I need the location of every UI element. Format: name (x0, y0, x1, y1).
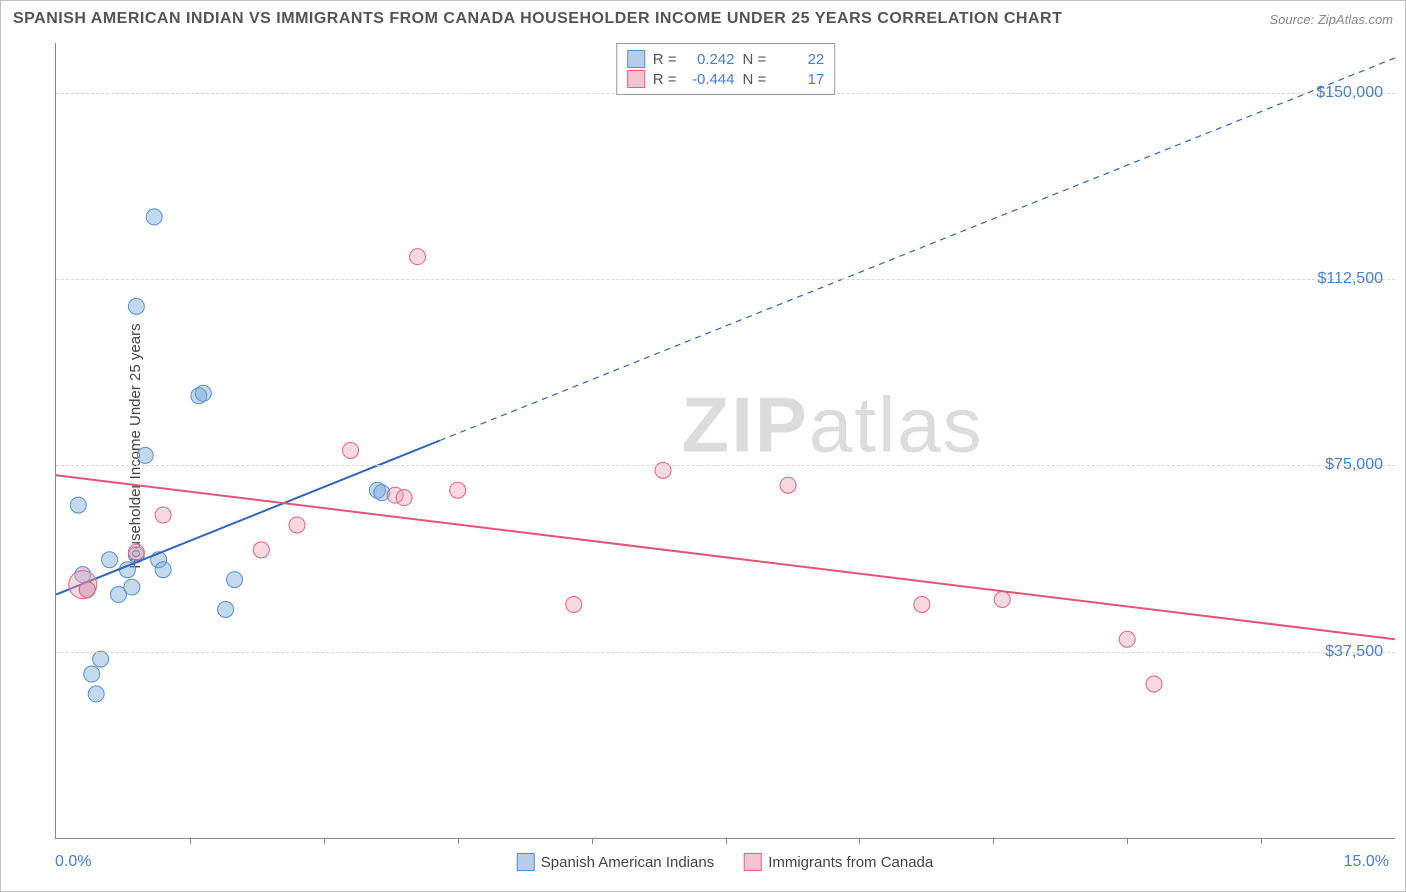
stat-r-label: R = (653, 51, 677, 68)
stats-row: R = 0.242 N = 22 (627, 50, 825, 68)
y-tick-label: $75,000 (1325, 456, 1383, 474)
bottom-legend: Spanish American Indians Immigrants from … (517, 853, 934, 871)
data-point (396, 490, 412, 506)
x-axis-min-label: 0.0% (55, 853, 91, 871)
legend-swatch (627, 50, 645, 68)
data-point (227, 572, 243, 588)
gridline (56, 279, 1395, 280)
x-tick (592, 838, 593, 844)
data-point (124, 579, 140, 595)
data-point (102, 552, 118, 568)
data-point (1119, 631, 1135, 647)
data-point (410, 249, 426, 265)
x-tick (1127, 838, 1128, 844)
data-point (343, 442, 359, 458)
trend-line (56, 475, 1395, 639)
data-point (93, 651, 109, 667)
data-point (70, 497, 86, 513)
data-point (128, 298, 144, 314)
data-point (253, 542, 269, 558)
stats-legend: R = 0.242 N = 22 R = -0.444 N = 17 (616, 43, 836, 95)
legend-label: Immigrants from Canada (768, 854, 933, 871)
gridline (56, 652, 1395, 653)
data-point (566, 596, 582, 612)
data-point (914, 596, 930, 612)
trend-line-dashed (440, 58, 1395, 441)
plot-svg (56, 43, 1395, 838)
data-point (1146, 676, 1162, 692)
legend-swatch (744, 853, 762, 871)
data-point (84, 666, 100, 682)
y-tick-label: $37,500 (1325, 643, 1383, 661)
stat-r-label: R = (653, 71, 677, 88)
data-point (137, 447, 153, 463)
data-point (780, 477, 796, 493)
stat-n-value: 22 (774, 51, 824, 68)
chart-title: SPANISH AMERICAN INDIAN VS IMMIGRANTS FR… (13, 10, 1062, 28)
x-tick (324, 838, 325, 844)
stat-n-label: N = (743, 51, 767, 68)
x-tick (1261, 838, 1262, 844)
x-tick (726, 838, 727, 844)
data-point (128, 544, 144, 560)
x-tick (993, 838, 994, 844)
chart-container: SPANISH AMERICAN INDIAN VS IMMIGRANTS FR… (0, 0, 1406, 892)
title-bar: SPANISH AMERICAN INDIAN VS IMMIGRANTS FR… (1, 1, 1405, 37)
x-axis-max-label: 15.0% (1344, 853, 1389, 871)
x-axis-row: 0.0% Spanish American Indians Immigrants … (55, 847, 1395, 877)
legend-item: Spanish American Indians (517, 853, 714, 871)
stat-n-label: N = (743, 71, 767, 88)
data-point (79, 582, 95, 598)
stats-row: R = -0.444 N = 17 (627, 70, 825, 88)
data-point (450, 482, 466, 498)
data-point (289, 517, 305, 533)
data-point (146, 209, 162, 225)
plot-area: ZIPatlas $37,500$75,000$112,500$150,000R… (55, 43, 1395, 839)
legend-item: Immigrants from Canada (744, 853, 933, 871)
legend-swatch (517, 853, 535, 871)
data-point (195, 385, 211, 401)
x-tick (859, 838, 860, 844)
legend-swatch (627, 70, 645, 88)
data-point (994, 592, 1010, 608)
y-tick-label: $112,500 (1317, 270, 1383, 288)
data-point (155, 507, 171, 523)
stat-r-value: -0.444 (685, 71, 735, 88)
data-point (218, 601, 234, 617)
trend-line (56, 441, 440, 595)
gridline (56, 465, 1395, 466)
data-point (155, 562, 171, 578)
legend-label: Spanish American Indians (541, 854, 714, 871)
stat-r-value: 0.242 (685, 51, 735, 68)
stat-n-value: 17 (774, 71, 824, 88)
x-tick (190, 838, 191, 844)
source-label: Source: ZipAtlas.com (1269, 12, 1393, 27)
data-point (88, 686, 104, 702)
x-tick (458, 838, 459, 844)
y-tick-label: $150,000 (1316, 84, 1383, 102)
